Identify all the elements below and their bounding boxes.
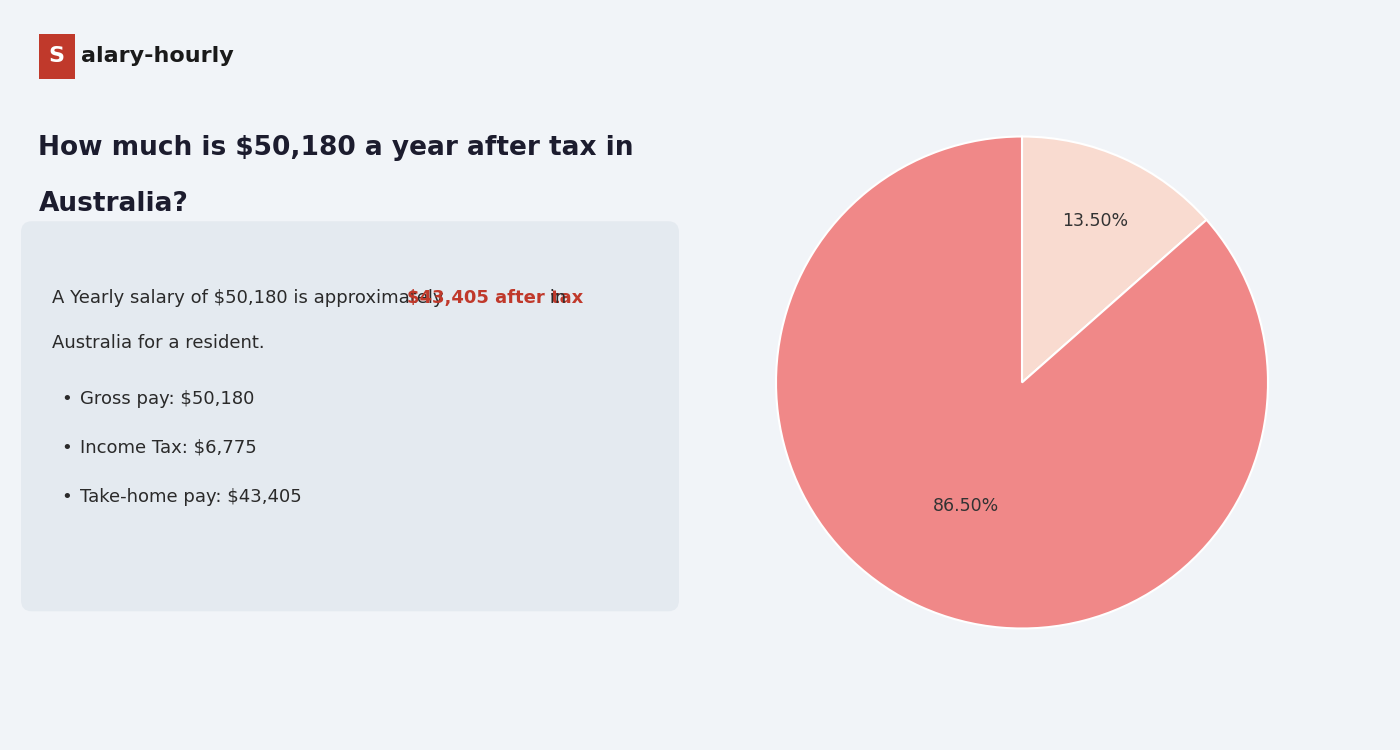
Text: Gross pay: $50,180: Gross pay: $50,180 — [81, 390, 255, 408]
Text: 13.50%: 13.50% — [1061, 212, 1128, 230]
Text: $43,405 after tax: $43,405 after tax — [406, 289, 582, 307]
Text: in: in — [543, 289, 566, 307]
Legend: Income Tax, Take-home Pay: Income Tax, Take-home Pay — [692, 0, 1040, 4]
Text: •: • — [62, 488, 71, 506]
FancyBboxPatch shape — [39, 34, 74, 79]
Text: Australia for a resident.: Australia for a resident. — [53, 334, 265, 352]
Text: Income Tax: $6,775: Income Tax: $6,775 — [81, 439, 258, 457]
Text: •: • — [62, 390, 71, 408]
Text: Australia?: Australia? — [39, 191, 189, 217]
Wedge shape — [1022, 136, 1207, 382]
FancyBboxPatch shape — [21, 221, 679, 611]
Text: alary-hourly: alary-hourly — [81, 46, 234, 66]
Text: A Yearly salary of $50,180 is approximately: A Yearly salary of $50,180 is approximat… — [53, 289, 449, 307]
Text: 86.50%: 86.50% — [934, 496, 1000, 514]
Text: •: • — [62, 439, 71, 457]
Wedge shape — [776, 136, 1268, 628]
Text: Take-home pay: $43,405: Take-home pay: $43,405 — [81, 488, 302, 506]
Text: S: S — [49, 46, 64, 66]
Text: How much is $50,180 a year after tax in: How much is $50,180 a year after tax in — [39, 135, 634, 161]
